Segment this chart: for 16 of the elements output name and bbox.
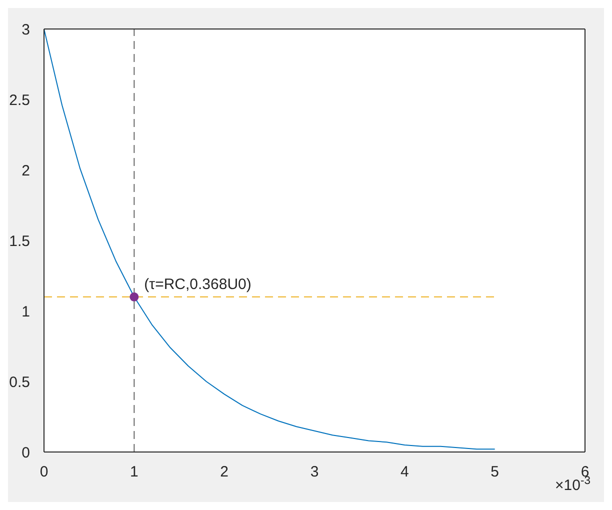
x-tick-label: 4 — [400, 464, 409, 481]
x-tick-label: 0 — [40, 464, 48, 481]
y-tick-label: 1 — [22, 303, 30, 320]
x-tick-label: 3 — [310, 464, 319, 481]
x-tick-label: 1 — [130, 464, 138, 481]
x-tick-label: 5 — [490, 464, 500, 481]
y-tick-label: 2 — [22, 162, 30, 180]
y-tick-label: 2.5 — [9, 92, 30, 109]
x-tick-label: 2 — [220, 464, 229, 481]
line-series — [44, 29, 496, 450]
y-tick-label: 3 — [22, 21, 30, 38]
y-tick-label: 0 — [22, 444, 30, 462]
y-tick-label: 1.5 — [9, 232, 30, 250]
annotation: (τ=RC,0.368U0) — [144, 276, 252, 293]
x-axis-title: ×10$^{-3}$ — [555, 475, 590, 494]
y-tick-label: 0.5 — [9, 374, 30, 391]
